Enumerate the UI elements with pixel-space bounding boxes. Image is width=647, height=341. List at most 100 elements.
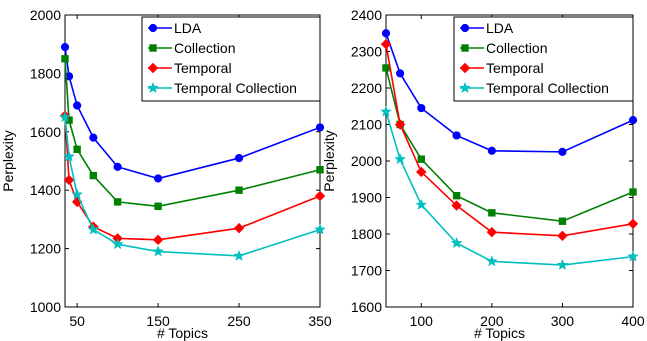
data-point-temporal-collection xyxy=(380,105,392,117)
data-point-lda xyxy=(234,153,244,163)
data-point-lda xyxy=(396,69,405,78)
data-point-temporal xyxy=(557,230,568,242)
legend-label-temporal-collection: Temporal Collection xyxy=(486,80,609,96)
series-line-temporal-collection xyxy=(64,117,321,257)
data-point-temporal xyxy=(63,174,75,186)
data-point-temporal-collection xyxy=(63,150,75,162)
legend-marker-temporal xyxy=(459,62,471,74)
legend-label-temporal: Temporal xyxy=(174,60,232,76)
data-point-collection xyxy=(154,202,162,210)
legend: LDA Collection Temporal Temporal Collection xyxy=(141,16,321,102)
data-point-temporal-collection xyxy=(152,245,165,257)
data-point-temporal-collection xyxy=(59,110,71,123)
data-point-temporal-collection xyxy=(394,152,407,165)
data-point-collection xyxy=(417,155,425,163)
data-point-lda xyxy=(452,131,461,140)
legend-marker-temporal xyxy=(147,62,159,74)
data-point-temporal-collection xyxy=(87,223,100,235)
data-point-collection xyxy=(558,217,567,225)
data-point-temporal-collection xyxy=(111,238,124,250)
data-point-temporal xyxy=(451,200,462,211)
x-tick-label: 300 xyxy=(551,313,575,329)
y-tick-label: 1800 xyxy=(30,65,61,81)
data-point-temporal xyxy=(380,38,392,50)
legend-box xyxy=(141,16,321,102)
y-tick-label: 1000 xyxy=(30,299,61,315)
data-point-collection xyxy=(488,209,496,217)
x-tick-label: 400 xyxy=(621,313,645,329)
data-point-collection xyxy=(89,171,98,180)
data-point-lda xyxy=(315,123,325,132)
data-point-lda xyxy=(73,101,82,110)
legend-label-temporal: Temporal xyxy=(486,60,544,76)
y-axis-label: Perplexity xyxy=(321,130,337,191)
legend-marker-collection xyxy=(149,44,157,52)
y-tick-label: 2300 xyxy=(351,44,382,60)
x-tick-label: 200 xyxy=(480,313,504,329)
data-point-lda xyxy=(381,29,391,38)
data-point-temporal-collection xyxy=(627,250,639,262)
data-point-collection xyxy=(235,186,243,194)
data-point-collection xyxy=(113,198,122,206)
legend-marker-temporal-collection xyxy=(459,81,471,94)
data-point-temporal-collection xyxy=(415,198,428,210)
series-line-lda xyxy=(64,47,321,180)
y-tick-label: 2100 xyxy=(351,117,382,133)
legend-label-lda: LDA xyxy=(486,20,514,36)
legend-marker-temporal-collection xyxy=(147,81,159,94)
legend-label-lda: LDA xyxy=(174,20,202,36)
y-tick-label: 1800 xyxy=(351,226,382,242)
data-point-lda xyxy=(558,147,567,156)
x-axis-label: # Topics xyxy=(474,325,525,341)
data-point-lda xyxy=(89,133,98,142)
chart-left: 1000 1200 1400 1600 1800 2000 50 150 250 350 # Top… xyxy=(0,7,332,341)
y-axis-label: Perplexity xyxy=(0,130,16,191)
data-point-temporal-collection xyxy=(71,188,84,200)
data-point-temporal xyxy=(233,222,245,234)
data-point-lda xyxy=(113,162,122,171)
x-tick-label: 350 xyxy=(308,313,332,329)
data-point-lda xyxy=(417,103,426,113)
x-axis-label: # Topics xyxy=(157,325,208,341)
legend-marker-lda xyxy=(148,23,158,33)
data-point-temporal xyxy=(394,119,406,130)
data-point-collection xyxy=(382,64,390,72)
data-point-lda xyxy=(628,116,638,125)
y-tick-label: 1400 xyxy=(30,182,61,198)
data-point-temporal xyxy=(486,226,498,238)
legend: LDA Collection Temporal Temporal Collection xyxy=(453,16,634,102)
y-tick-label: 1900 xyxy=(351,190,382,206)
y-tick-label: 2200 xyxy=(351,80,382,96)
data-point-temporal xyxy=(416,166,427,178)
data-point-temporal xyxy=(152,234,164,246)
x-tick-label: 150 xyxy=(146,313,170,329)
y-tick-label: 2000 xyxy=(30,7,61,23)
data-point-collection xyxy=(452,191,461,200)
y-tick-label: 1700 xyxy=(351,263,382,279)
legend-label-temporal-collection: Temporal Collection xyxy=(174,80,297,96)
data-point-temporal-collection xyxy=(233,249,245,261)
data-point-collection xyxy=(629,188,637,196)
data-point-temporal xyxy=(627,218,639,229)
series-line-collection xyxy=(64,58,321,208)
y-tick-label: 1600 xyxy=(351,299,382,315)
data-point-temporal-collection xyxy=(556,258,569,271)
legend-label-collection: Collection xyxy=(486,40,547,56)
x-tick-label: 50 xyxy=(69,313,85,329)
data-point-temporal-collection xyxy=(485,255,498,267)
data-point-collection xyxy=(61,55,69,63)
x-tick-label: 250 xyxy=(227,313,251,329)
data-point-temporal xyxy=(314,190,326,202)
x-tick-label: 100 xyxy=(410,313,434,329)
data-point-lda xyxy=(487,146,496,155)
data-point-lda xyxy=(60,43,70,52)
legend-marker-collection xyxy=(461,44,469,52)
data-point-temporal-collection xyxy=(450,236,463,249)
data-point-temporal-collection xyxy=(314,223,326,235)
data-point-collection xyxy=(73,145,81,154)
y-tick-label: 2000 xyxy=(351,153,382,169)
chart-right: 1600 1700 1800 1900 2000 2100 2200 2300 2400 100 2… xyxy=(321,7,645,341)
y-tick-label: 1200 xyxy=(30,241,61,257)
legend-box xyxy=(453,16,634,102)
